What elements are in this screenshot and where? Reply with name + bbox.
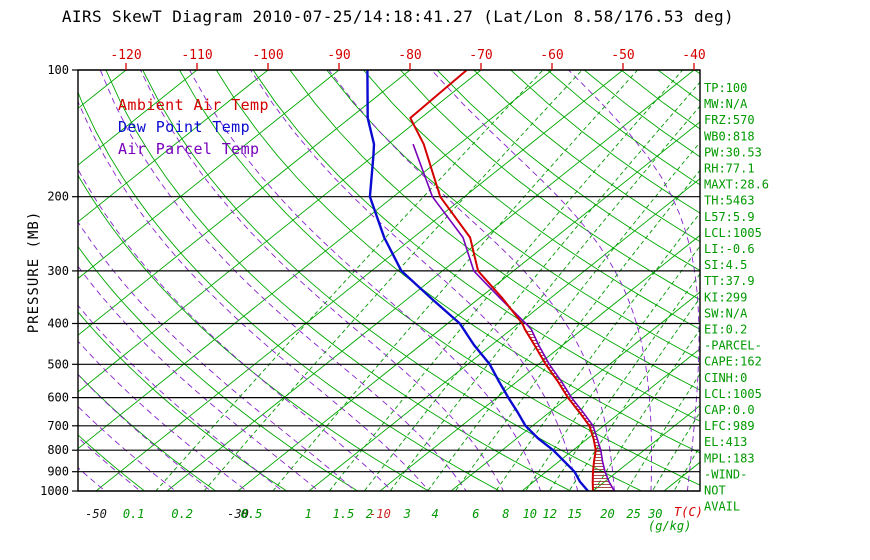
axis-labels: 100 200 300 400 500 600 700 800 900 1000 -120 -110 -… <box>40 48 706 521</box>
top-temp-tick-label: -60 <box>540 48 563 63</box>
mixing-ratio-tick-label: 25 <box>626 507 640 521</box>
mixing-ratio-tick-label: 20 <box>600 507 614 521</box>
pressure-tick-label: 400 <box>47 317 69 331</box>
stat-line: EI:0.2 <box>704 323 747 337</box>
sounding-profiles <box>366 70 616 491</box>
stat-line: -WIND- <box>704 467 747 481</box>
stat-line: MW:N/A <box>704 97 748 111</box>
stat-line: NOT <box>704 484 726 498</box>
stat-line: FRZ:570 <box>704 113 755 127</box>
pressure-axis-label: PRESSURE (MB) <box>26 211 42 334</box>
mixing-ratio-tick-label: 2 <box>366 507 373 521</box>
stat-line: LI:-0.6 <box>704 242 755 256</box>
mixing-ratio-tick-label: 4 <box>431 507 438 521</box>
pressure-tick-label: 900 <box>47 465 69 479</box>
top-temp-tick-label: -40 <box>682 48 705 63</box>
stats-column: TP:100 MW:N/A FRZ:570 WB0:818 PW:30.53 RH:77.… <box>704 81 769 514</box>
top-temp-tick-label: -90 <box>327 48 350 63</box>
stat-line: LCL:1005 <box>704 226 762 240</box>
mixing-ratio-tick-label: 30 <box>647 507 662 521</box>
pressure-tick-label: 700 <box>47 419 69 433</box>
mixing-ratio-tick-label: 8 <box>502 507 509 521</box>
cape-hatch-area <box>524 329 615 491</box>
mixing-ratio-tick-label: 12 <box>542 507 556 521</box>
top-temp-tick-label: -120 <box>110 48 141 63</box>
stat-line: EL:413 <box>704 435 747 449</box>
pressure-tick-label: 200 <box>47 190 69 204</box>
legend-ambient-air-temp: Ambient Air Temp <box>118 96 269 114</box>
mixing-ratio-grid <box>155 70 700 491</box>
stat-line: LCL:1005 <box>704 387 762 401</box>
stat-line: -PARCEL- <box>704 339 762 353</box>
pressure-tick-label: 300 <box>47 264 69 278</box>
stat-line: MAXT:28.6 <box>704 178 769 192</box>
stat-line: SW:N/A <box>704 306 748 320</box>
pressure-tick-label: 100 <box>47 63 69 77</box>
dew-point-temp-line <box>366 70 590 491</box>
chart-canvas <box>77 69 701 492</box>
mixing-ratio-tick-label: 0.1 <box>123 507 145 521</box>
mixing-ratio-tick-label: 10 <box>523 507 537 521</box>
bottom-temp-tick-label: -50 <box>85 507 107 521</box>
mixing-ratio-tick-label: 1.5 <box>333 507 355 521</box>
pressure-tick-label: 1000 <box>40 484 69 498</box>
isotherm-grid <box>78 70 700 491</box>
mixing-ratio-tick-label: 15 <box>567 507 581 521</box>
stat-line: AVAIL <box>704 500 740 514</box>
stat-line: TH:5463 <box>704 194 755 208</box>
air-parcel-temp-line <box>412 143 616 491</box>
stat-line: MPL:183 <box>704 451 755 465</box>
stat-line: CINH:0 <box>704 371 747 385</box>
top-temp-tick-label: -110 <box>181 48 212 63</box>
mixing-ratio-unit-label: (g/kg) <box>648 519 691 533</box>
chart-title: AIRS SkewT Diagram 2010-07-25/14:18:41.2… <box>62 7 734 26</box>
stat-line: TT:37.9 <box>704 274 755 288</box>
stat-line: WB0:818 <box>704 129 755 143</box>
temp-unit-label: T(C) <box>674 505 703 519</box>
legend-dew-point-temp: Dew Point Temp <box>118 118 250 136</box>
ambient-air-temp-line <box>409 70 597 491</box>
legend-air-parcel-temp: Air Parcel Temp <box>118 140 259 158</box>
top-temp-tick-label: -100 <box>252 48 283 63</box>
bottom-temp-tick-label: -30 <box>227 507 249 521</box>
mixing-ratio-tick-label: 0.2 <box>171 507 193 521</box>
bottom-temp-tick-label: -10 <box>369 507 391 521</box>
stat-line: L57:5.9 <box>704 210 755 224</box>
stat-line: CAPE:162 <box>704 355 762 369</box>
mixing-ratio-tick-label: 0.5 <box>241 507 263 521</box>
pressure-tick-label: 500 <box>47 357 69 371</box>
top-temp-tick-label: -50 <box>611 48 634 63</box>
pressure-tick-label: 600 <box>47 391 69 405</box>
stat-line: KI:299 <box>704 290 747 304</box>
stat-line: PW:30.53 <box>704 145 762 159</box>
stat-line: CAP:0.0 <box>704 403 755 417</box>
mixing-ratio-tick-label: 6 <box>472 507 479 521</box>
mixing-ratio-tick-label: 3 <box>403 507 411 521</box>
pressure-tick-label: 800 <box>47 443 69 457</box>
mixing-ratio-tick-label: 1 <box>305 507 312 521</box>
top-temp-tick-label: -80 <box>398 48 421 63</box>
stat-line: SI:4.5 <box>704 258 747 272</box>
plot-border <box>77 69 701 492</box>
stat-line: RH:77.1 <box>704 162 755 176</box>
stat-line: TP:100 <box>704 81 747 95</box>
top-temp-tick-label: -70 <box>469 48 492 63</box>
stat-line: LFC:989 <box>704 419 755 433</box>
